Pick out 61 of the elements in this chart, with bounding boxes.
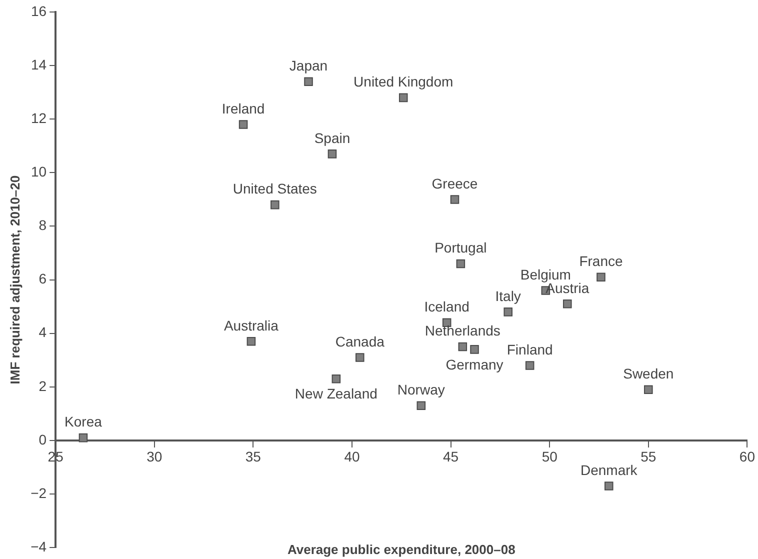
annotation: Japan bbox=[289, 57, 328, 74]
annotation: Spain bbox=[314, 130, 350, 146]
point bbox=[504, 308, 512, 316]
y-tick-label: −4 bbox=[30, 538, 47, 554]
annotation: Germany bbox=[446, 356, 504, 372]
annotation: Ireland bbox=[222, 100, 265, 116]
annotation: Australia bbox=[224, 317, 279, 334]
y-tick-label: 6 bbox=[38, 270, 47, 287]
point bbox=[470, 345, 479, 354]
annotation: New Zealand bbox=[294, 386, 378, 402]
x-tick-label: 60 bbox=[739, 448, 756, 465]
point bbox=[604, 482, 614, 490]
point bbox=[270, 200, 280, 210]
y-tick-label: 12 bbox=[30, 110, 47, 126]
annotation: Canada bbox=[335, 333, 385, 350]
x-tick-label: 50 bbox=[542, 448, 558, 465]
point bbox=[398, 93, 408, 102]
y-tick-label: 14 bbox=[30, 56, 47, 72]
point bbox=[596, 272, 606, 282]
x-tick-label: 40 bbox=[344, 448, 360, 465]
x-tick-label: 35 bbox=[245, 448, 262, 465]
point bbox=[238, 120, 248, 129]
point bbox=[304, 77, 313, 86]
annotation: Portugal bbox=[434, 240, 487, 256]
y-tick-label: 0 bbox=[38, 431, 47, 448]
annotation: Korea bbox=[64, 414, 102, 430]
y-tick-label: −2 bbox=[30, 484, 47, 501]
point bbox=[525, 361, 534, 370]
point bbox=[456, 259, 466, 268]
y-tick-label: 4 bbox=[38, 324, 47, 340]
point bbox=[246, 337, 256, 346]
annotation: Italy bbox=[495, 288, 521, 304]
y-axis-title: IMF required adjustment, 2010–20 bbox=[7, 175, 22, 384]
point bbox=[332, 374, 341, 384]
annotation: Netherlands bbox=[424, 322, 500, 339]
annotation: Finland bbox=[506, 341, 553, 358]
annotation: Belgium bbox=[520, 266, 571, 282]
point bbox=[416, 401, 426, 410]
point bbox=[562, 300, 572, 308]
annotation: Norway bbox=[397, 382, 445, 398]
y-tick-label: 2 bbox=[38, 378, 47, 394]
point bbox=[458, 342, 468, 352]
annotation: Iceland bbox=[424, 298, 470, 315]
y-tick-label: 8 bbox=[38, 217, 47, 234]
point bbox=[78, 433, 88, 442]
point bbox=[644, 385, 653, 394]
annotation: United States bbox=[232, 180, 317, 197]
annotation: France bbox=[579, 252, 623, 269]
point bbox=[328, 150, 337, 158]
point bbox=[356, 353, 364, 362]
y-tick-label: 16 bbox=[30, 2, 47, 19]
point bbox=[450, 195, 460, 204]
annotation: Sweden bbox=[623, 365, 674, 382]
x-tick-label: 55 bbox=[640, 448, 656, 465]
x-axis-title: Average public expenditure, 2000–08 bbox=[287, 542, 516, 558]
annotation: Greece bbox=[432, 175, 478, 192]
y-tick-label: 10 bbox=[30, 164, 47, 180]
annotation: United Kingdom bbox=[354, 74, 454, 90]
annotation: Denmark bbox=[580, 462, 638, 478]
x-tick-label: 45 bbox=[443, 448, 459, 465]
x-tick-label: 30 bbox=[146, 448, 162, 465]
